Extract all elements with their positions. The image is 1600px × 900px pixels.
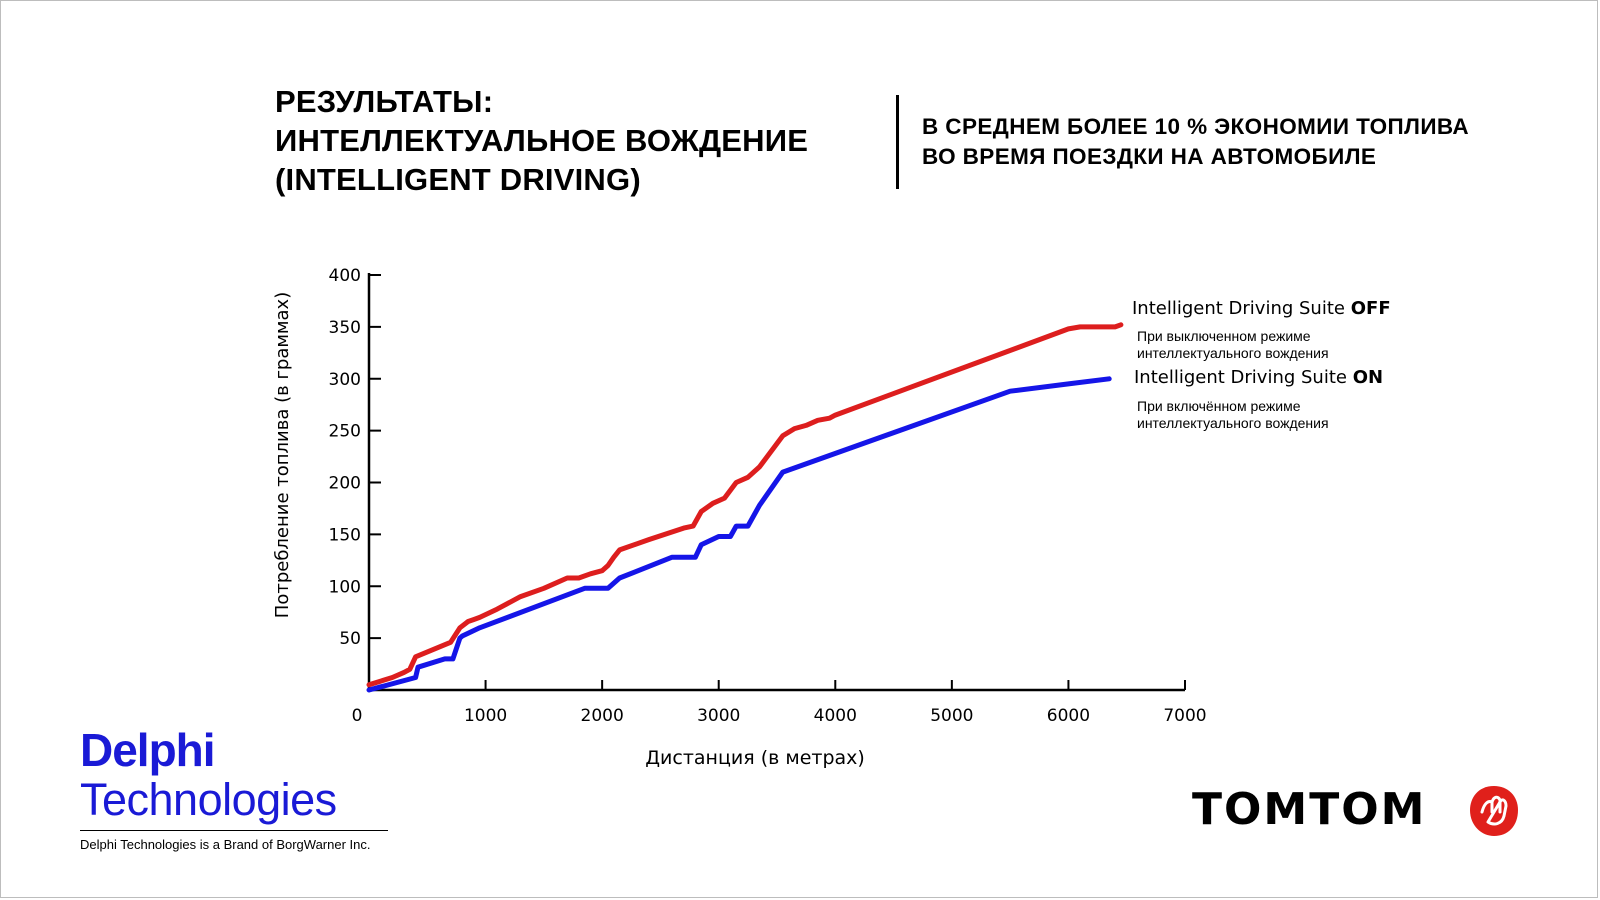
legend-on-name: Intelligent Driving Suite <box>1134 367 1347 388</box>
x-tick-label: 4000 <box>814 706 857 726</box>
chart-series <box>366 322 1124 693</box>
legend-on-desc-line-1: При включённом режиме <box>1137 398 1301 414</box>
tomtom-logo-word: TOMTOM <box>1192 784 1427 835</box>
series-line-off <box>366 322 1124 688</box>
title-line-3: (INTELLIGENT DRIVING) <box>275 162 641 197</box>
tomtom-logo: TOMTOM <box>1192 780 1522 840</box>
legend-on-description: При включённом режиме интеллектуального … <box>1137 398 1329 432</box>
x-tick-label: 7000 <box>1163 706 1206 726</box>
title-line-2: ИНТЕЛЛЕКТУАЛЬНОЕ ВОЖДЕНИЕ <box>275 123 809 158</box>
slide-title: РЕЗУЛЬТАТЫ: ИНТЕЛЛЕКТУАЛЬНОЕ ВОЖДЕНИЕ (I… <box>275 82 835 199</box>
tomtom-hand-icon <box>1470 786 1518 836</box>
x-tick-label: 2000 <box>581 706 624 726</box>
y-tick-label: 250 <box>329 422 361 442</box>
delphi-logo-word: Delphi <box>80 724 216 776</box>
legend-off-title: Intelligent Driving Suite OFF <box>1132 298 1391 319</box>
subtitle-line-2: ВО ВРЕМЯ ПОЕЗДКИ НА АВТОМОБИЛЕ <box>922 144 1377 169</box>
slide-subtitle: В СРЕДНЕМ БОЛЕЕ 10 % ЭКОНОМИИ ТОПЛИВА ВО… <box>922 112 1512 172</box>
x-tick-label: 1000 <box>464 706 507 726</box>
delphi-logo-technologies: Technologies <box>80 774 337 825</box>
legend-off-desc-line-2: интеллектуального вождения <box>1137 345 1329 361</box>
legend-off-desc-line-1: При выключенном режиме <box>1137 328 1311 344</box>
legend-off-description: При выключенном режиме интеллектуального… <box>1137 328 1329 362</box>
y-tick-label: 350 <box>329 318 361 338</box>
subtitle-line-1: В СРЕДНЕМ БОЛЕЕ 10 % ЭКОНОМИИ ТОПЛИВА <box>922 114 1470 139</box>
legend-on-state: ON <box>1352 367 1384 388</box>
legend-on-desc-line-2: интеллектуального вождения <box>1137 415 1329 431</box>
x-tick-label: 5000 <box>930 706 973 726</box>
delphi-logo-rule <box>80 830 388 831</box>
x-tick-label: 0 <box>352 706 363 726</box>
legend-off-state: OFF <box>1350 298 1391 319</box>
y-tick-label: 200 <box>329 474 361 494</box>
delphi-brand-note: Delphi Technologies is a Brand of BorgWa… <box>80 837 371 852</box>
title-line-1: РЕЗУЛЬТАТЫ: <box>275 84 494 119</box>
y-tick-label: 300 <box>329 370 361 390</box>
y-tick-label: 150 <box>329 525 361 545</box>
series-line-on <box>366 376 1112 693</box>
x-axis-label: Дистанция (в метрах) <box>645 747 865 769</box>
y-axis-label: Потребление топлива (в граммах) <box>272 292 293 618</box>
y-tick-label: 50 <box>339 629 361 649</box>
x-tick-label: 3000 <box>697 706 740 726</box>
y-tick-label: 100 <box>329 577 361 597</box>
title-divider <box>896 95 899 189</box>
delphi-logo: Delphi Technologies Delphi Technologies … <box>80 726 400 852</box>
x-tick-label: 6000 <box>1047 706 1090 726</box>
legend-on-title: Intelligent Driving Suite ON <box>1134 367 1383 388</box>
y-tick-label: 400 <box>329 266 361 286</box>
legend-off-name: Intelligent Driving Suite <box>1132 298 1345 319</box>
